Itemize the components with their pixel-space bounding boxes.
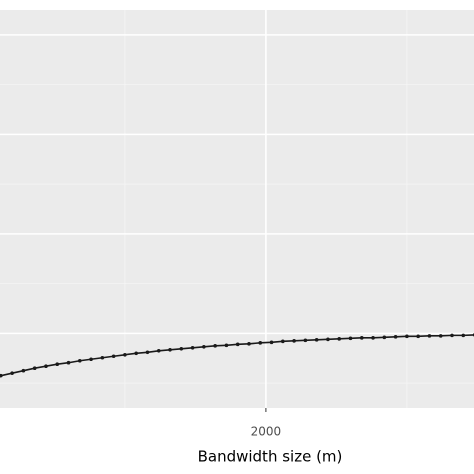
data-point	[427, 334, 432, 338]
data-point	[77, 358, 82, 363]
x-axis-title: Bandwidth size (m)	[198, 448, 343, 466]
data-point	[314, 338, 319, 342]
data-point	[66, 360, 71, 365]
data-point	[100, 355, 105, 360]
data-point	[202, 345, 206, 349]
data-point	[382, 335, 387, 340]
data-point	[21, 368, 26, 373]
data-point	[269, 340, 274, 345]
data-point	[337, 337, 342, 341]
data-point	[55, 362, 60, 367]
data-point	[134, 351, 138, 356]
data-point	[281, 339, 285, 344]
data-point	[89, 357, 93, 362]
panel-background	[0, 10, 474, 408]
data-point	[258, 341, 263, 345]
data-point	[450, 333, 454, 338]
data-point	[179, 346, 184, 351]
data-point	[326, 337, 330, 342]
data-point	[111, 354, 116, 359]
data-point	[44, 364, 48, 369]
x-tick-label: 2000	[251, 425, 282, 439]
data-point	[303, 338, 308, 343]
data-point	[359, 336, 364, 340]
data-point	[0, 373, 3, 378]
data-point	[10, 371, 14, 375]
data-point	[393, 335, 398, 339]
data-point	[32, 366, 37, 371]
data-point	[438, 334, 443, 338]
data-point	[123, 352, 127, 357]
data-point	[168, 347, 172, 352]
data-point	[145, 350, 150, 355]
data-point	[348, 336, 353, 341]
data-point	[405, 334, 409, 339]
data-point	[292, 339, 296, 343]
data-point	[416, 334, 420, 339]
data-point	[371, 336, 375, 340]
data-point	[190, 346, 195, 350]
data-point	[213, 344, 217, 348]
data-point	[224, 343, 229, 348]
data-point	[235, 342, 240, 347]
data-point	[461, 333, 466, 338]
data-point	[156, 348, 161, 353]
data-point	[247, 342, 251, 346]
